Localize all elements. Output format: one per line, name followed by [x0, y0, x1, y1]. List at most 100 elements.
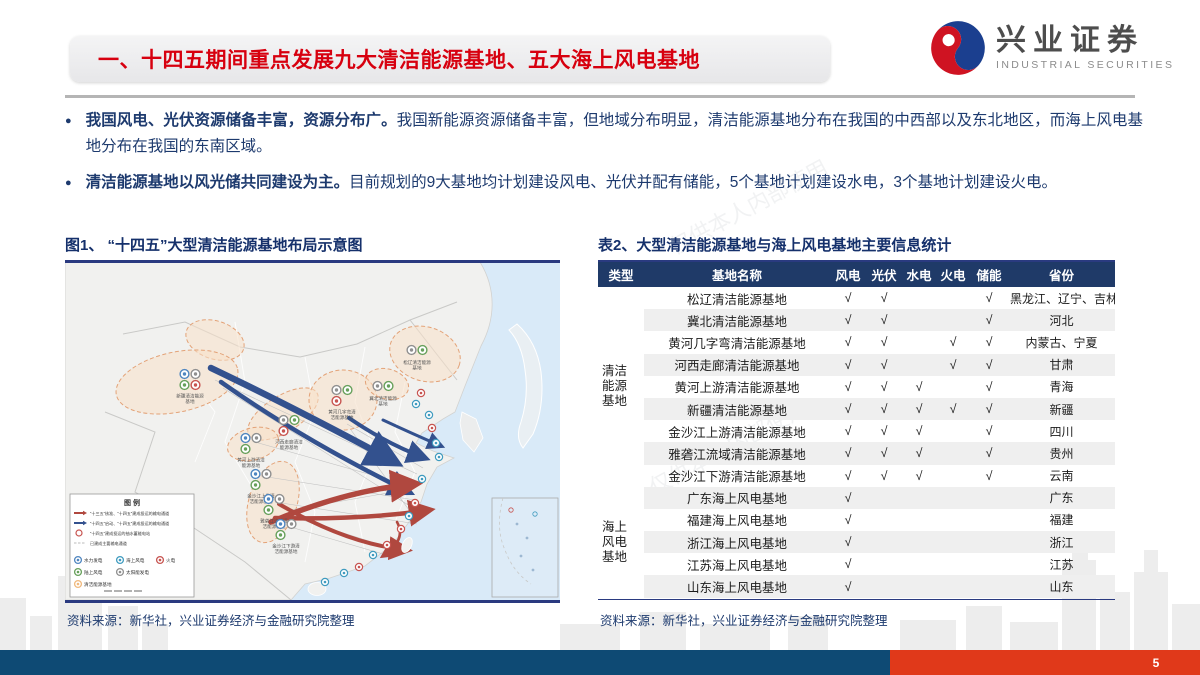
check-cell: √: [970, 442, 1008, 465]
check-cell: √: [880, 424, 888, 439]
bases-table: 类型 基地名称 风电 光伏 水电 火电 储能 省份 清洁 能源 基地 松辽清洁能源基地 √ √ √ 黑龙江、辽…: [598, 262, 1115, 598]
check-cell: √: [949, 335, 957, 350]
site-label: 金沙江下游清: [272, 543, 300, 550]
legend-icon-label: 太阳能发电: [126, 569, 149, 576]
energy-base-site: 雅砻江流域清洁能源基地: [260, 493, 288, 530]
check-cell: [936, 575, 970, 598]
base-name: 黄河几字弯清洁能源基地: [668, 336, 806, 351]
base-name: 浙江海上风电基地: [644, 531, 830, 554]
legend-icon-label: 水力发电: [84, 557, 103, 564]
check-cell: √: [880, 468, 888, 483]
check-cell: √: [985, 379, 993, 394]
energy-base-site: 金沙江下游清洁能源基地: [272, 518, 300, 555]
table-header-cell: 风电: [830, 262, 866, 287]
logo-en-text: INDUSTRIAL SECURITIES: [996, 58, 1175, 71]
legend-line-label: “十四五”建成投运的抽水蓄能电站: [90, 530, 150, 536]
check-cell: √: [915, 468, 923, 483]
check-cell: √: [830, 309, 866, 332]
energy-base-site: 河西走廊清洁能源基地: [275, 414, 303, 451]
site-label: 洁能源基地: [263, 523, 286, 530]
site-label: 黄河几字弯清: [328, 409, 356, 416]
check-cell: [936, 486, 970, 509]
base-name: 雅砻江流域清洁能源基地: [644, 442, 830, 465]
legend-icon-label: 火电: [166, 557, 176, 563]
check-cell: [902, 553, 936, 575]
bullet-body: 我国新能源资源储备丰富，但地域分布明显，清洁能源基地分布在我国的中西部以及东北地…: [85, 112, 1143, 155]
base-name: 福建海上风电基地: [686, 514, 787, 529]
check-cell: [866, 531, 902, 554]
check-cell: [936, 309, 970, 332]
bullet-item: ● 清洁能源基地以风光储共同建设为主。目前规划的9大基地均计划建设风电、光伏并配有…: [65, 170, 1143, 196]
site-label: 洁能源基地: [331, 414, 354, 421]
check-cell: [902, 486, 936, 509]
check-cell: [936, 531, 970, 554]
header-divider: [65, 95, 1135, 98]
base-name: 金沙江下游清洁能源基地: [668, 470, 806, 485]
check-cell: √: [844, 424, 852, 439]
base-name: 河西走廊清洁能源基地: [644, 353, 830, 376]
check-cell: [902, 287, 936, 309]
bullet-lead: 清洁能源基地以风光储共同建设为主。: [85, 174, 350, 191]
province-cell: 黑龙江、辽宁、吉林: [1010, 291, 1115, 306]
table-source: 资料来源：新华社，兴业证券经济与金融研究院整理: [600, 614, 888, 628]
site-label: 基地: [185, 398, 195, 404]
check-cell: √: [830, 531, 866, 554]
check-cell: [936, 442, 970, 465]
bullet-item: ● 我国风电、光伏资源储备丰富，资源分布广。我国新能源资源储备丰富，但地域分布明显…: [65, 108, 1143, 160]
map-inset-south-china-sea: [491, 497, 559, 598]
check-cell: √: [830, 353, 866, 376]
table-row: 浙江海上风电基地 √ 浙江: [598, 531, 1115, 554]
site-label: 松辽清洁能源: [403, 359, 431, 366]
energy-base-site: 新疆清洁能源基地: [176, 368, 204, 404]
province-cell: 新疆: [1008, 397, 1115, 421]
logo-cn-text: 兴业证券: [996, 23, 1144, 57]
table-row: 山东海上风电基地 √ 山东: [598, 575, 1115, 598]
check-cell: √: [844, 557, 852, 572]
footer-bar-blue: [0, 650, 890, 675]
province-cell: 广东: [1008, 486, 1115, 509]
table-row: 金沙江下游清洁能源基地 √ √ √ √ 云南: [598, 465, 1115, 487]
table-row: 雅砻江流域清洁能源基地 √ √ √ √ 贵州: [598, 442, 1115, 465]
table-caption: 表2、大型清洁能源基地与海上风电基地主要信息统计: [598, 234, 1115, 263]
site-label: 冀北清洁能源: [369, 395, 397, 402]
check-cell: √: [970, 397, 1008, 421]
energy-base-site: 金沙江上游清洁能源基地: [247, 468, 275, 505]
check-cell: √: [880, 335, 888, 350]
check-cell: √: [902, 442, 936, 465]
province-cell: 青海: [1049, 380, 1074, 395]
base-name: 黄河上游清洁能源基地: [674, 381, 800, 396]
energy-base-site: 冀北清洁能源基地: [369, 380, 397, 406]
check-cell: [866, 509, 902, 531]
legend-icon-label: 清洁能源基地: [84, 581, 112, 588]
check-cell: [970, 575, 1008, 598]
site-label: 新疆清洁能源: [176, 393, 204, 400]
base-name: 江苏海上风电基地: [686, 558, 787, 573]
page-number: 5: [1152, 656, 1160, 670]
table-header-cell: 基地名称: [644, 262, 830, 287]
base-name: 松辽清洁能源基地: [686, 292, 787, 307]
site-label: 基地: [412, 364, 422, 370]
logo-swirl-icon: [931, 21, 985, 75]
check-cell: [936, 420, 970, 442]
check-cell: [936, 553, 970, 575]
check-cell: [970, 553, 1008, 575]
energy-base-site: 松辽清洁能源基地: [403, 344, 431, 370]
site-label: 洁能源基地: [250, 498, 273, 505]
check-cell: √: [915, 379, 923, 394]
check-cell: [902, 575, 936, 598]
province-cell: 江苏: [1049, 557, 1074, 572]
province-cell: 浙江: [1008, 531, 1115, 554]
base-name: 新疆清洁能源基地: [644, 397, 830, 421]
check-cell: √: [866, 309, 902, 332]
legend-line-label: “十四五”启动、“十四五”建成投运的输电通道: [90, 520, 169, 526]
province-cell: 四川: [1049, 424, 1074, 439]
check-cell: [936, 465, 970, 487]
section-title-box: 一、十四五期间重点发展九大清洁能源基地、五大海上风电基地: [70, 36, 830, 82]
check-cell: [902, 331, 936, 353]
energy-base-site: 黄河几字弯清洁能源基地: [328, 384, 356, 421]
site-label: 基地: [378, 400, 388, 406]
province-cell: 甘肃: [1008, 353, 1115, 376]
check-cell: √: [985, 468, 993, 483]
table-header-cell: 火电: [936, 262, 970, 287]
legend-line-label: “十三五”核准、“十四五”建成投运的输电通道: [90, 510, 169, 516]
